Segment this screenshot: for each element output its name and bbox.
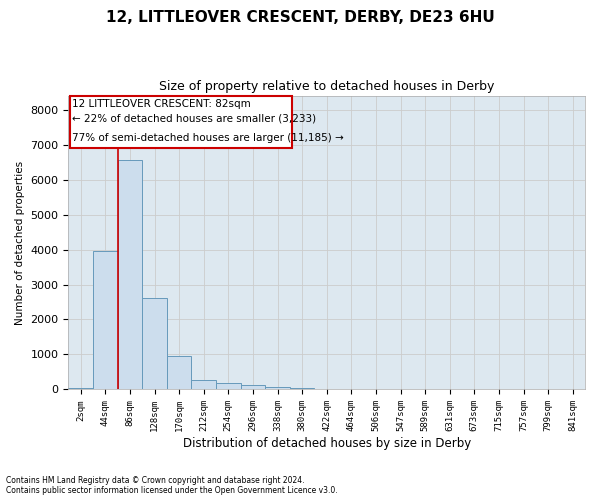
Bar [314, 389, 339, 390]
Bar [68, 388, 93, 390]
Bar [93, 252, 118, 390]
Bar [290, 388, 314, 390]
Y-axis label: Number of detached properties: Number of detached properties [15, 160, 25, 324]
Text: Contains HM Land Registry data © Crown copyright and database right 2024.
Contai: Contains HM Land Registry data © Crown c… [6, 476, 338, 495]
Bar [167, 356, 191, 390]
Bar [70, 96, 292, 148]
Bar [216, 383, 241, 390]
Bar [142, 298, 167, 390]
Text: 12, LITTLEOVER CRESCENT, DERBY, DE23 6HU: 12, LITTLEOVER CRESCENT, DERBY, DE23 6HU [106, 10, 494, 25]
Bar [265, 387, 290, 390]
Bar [118, 160, 142, 390]
Text: ← 22% of detached houses are smaller (3,233): ← 22% of detached houses are smaller (3,… [72, 114, 316, 124]
Text: 12 LITTLEOVER CRESCENT: 82sqm: 12 LITTLEOVER CRESCENT: 82sqm [72, 100, 251, 110]
Text: 77% of semi-detached houses are larger (11,185) →: 77% of semi-detached houses are larger (… [72, 132, 344, 142]
Bar [191, 380, 216, 390]
Bar [241, 385, 265, 390]
Title: Size of property relative to detached houses in Derby: Size of property relative to detached ho… [159, 80, 494, 93]
X-axis label: Distribution of detached houses by size in Derby: Distribution of detached houses by size … [182, 437, 471, 450]
